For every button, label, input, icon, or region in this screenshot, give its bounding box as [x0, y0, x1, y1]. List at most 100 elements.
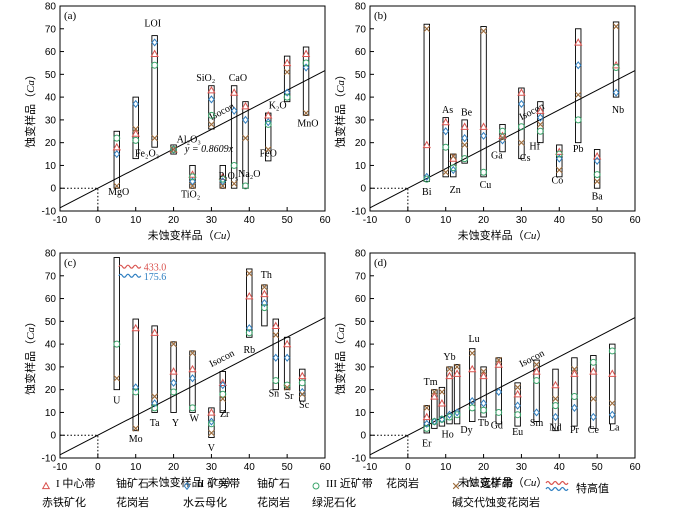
y-axis-var: Ca: [335, 80, 347, 93]
zone-iv-marker: [113, 375, 120, 382]
x-tick-label: 0: [405, 215, 411, 226]
zone-iii-marker: [574, 116, 582, 124]
zone-iv-marker: [272, 331, 279, 339]
zone-iv-marker: [612, 23, 620, 30]
zone-ii-marker: [272, 353, 280, 362]
y-tick-label: 0: [50, 184, 56, 195]
zone-iv-marker: [132, 425, 139, 432]
element-MgO: MgO: [108, 130, 129, 198]
element-V: V: [207, 407, 216, 454]
zone-iv-marker: [469, 350, 476, 357]
zone-ii-marker: [219, 177, 227, 186]
zone-ii-marker: [219, 381, 227, 390]
x-tick-label: 40: [244, 462, 256, 473]
zone-i-marker: [532, 367, 541, 375]
element-label: Mo: [129, 434, 143, 445]
panel-3: -10 0 10 20 30 40 50 60 -10 0 10 20 30 40 50 60 70 80 未蚀变样…: [333, 249, 641, 490]
element-LOI: LOI: [144, 19, 161, 148]
zone-i-marker: [188, 364, 197, 373]
range-box: [453, 364, 461, 425]
zone-iv-marker: [609, 400, 616, 407]
zone-i-marker: [282, 58, 292, 67]
zone-iv-marker: [265, 146, 272, 153]
legend-label-line1: I 中心带: [56, 477, 95, 490]
element-Ga: Ga: [491, 123, 507, 162]
range-box: [132, 318, 139, 432]
zone-iv-marker: [219, 395, 226, 402]
zone-ii-marker: [261, 299, 268, 308]
element-label: Nb: [612, 105, 624, 116]
y-tick-label: 80: [45, 2, 57, 13]
origin-reference-lines: [370, 434, 409, 458]
isocon-line: [59, 70, 326, 209]
element-label: V: [208, 443, 216, 454]
zone-i-marker: [207, 408, 216, 416]
y-tick-label: 0: [50, 431, 56, 442]
zone-iv-marker: [438, 388, 446, 396]
zone-ii-marker: [151, 38, 158, 47]
zone-iii-marker: [207, 420, 215, 428]
element-label: Cs: [520, 153, 531, 164]
zone-ii-marker: [514, 401, 521, 410]
x-tick-label: 40: [244, 215, 256, 226]
element-SiO₂: SiO₂: [196, 73, 216, 130]
zone-iii-marker: [430, 418, 438, 426]
legend-label-line2: 赤铁矿化: [42, 495, 86, 509]
x-tick-label: 50: [282, 215, 294, 226]
zone-iv-marker: [514, 384, 521, 391]
zone-i-marker: [150, 49, 159, 57]
zone-iii-marker: [514, 411, 522, 419]
x-tick-label: 60: [629, 462, 641, 473]
element-Bi: Bi: [422, 23, 432, 198]
element-U: U: [113, 257, 121, 406]
element-CaO: CaO: [229, 73, 247, 189]
x-tick-label: 20: [478, 215, 490, 226]
zone-iii-marker: [495, 408, 503, 416]
y-axis-title: 蚀变样品（Ca）: [23, 69, 37, 148]
range-box: [518, 87, 525, 160]
element-label: W: [190, 414, 200, 425]
element-label: La: [609, 423, 620, 434]
element-Lu: Lu: [468, 334, 480, 423]
panel-1: -10 0 10 20 30 40 50 60 -10 0 10 20 30 40 50 60 70 80 未蚀变样…: [333, 2, 641, 243]
zone-iv-marker: [283, 68, 291, 76]
zone-iii-marker: [151, 404, 159, 412]
zone-i-marker: [245, 291, 254, 300]
zone-ii-marker: [556, 154, 563, 163]
element-Be: Be: [460, 107, 473, 164]
zone-iii-marker: [151, 61, 159, 69]
zone-ii-marker: [453, 408, 461, 417]
y-tick-label: 30: [355, 115, 367, 126]
y-tick-label: 80: [45, 249, 57, 260]
zone-ii-marker: [446, 410, 453, 419]
zone-i-marker: [422, 412, 431, 421]
zone-iii-marker: [272, 377, 280, 385]
element-label: Th: [261, 270, 272, 281]
zone-i-marker: [271, 321, 280, 330]
element-label: Yb: [443, 352, 455, 363]
zone-ii-marker: [113, 149, 121, 159]
y-tick-label: -10: [42, 454, 57, 465]
zone-ii-marker: [552, 412, 559, 422]
element-Tb: Tb: [478, 366, 489, 429]
zone-i-marker: [551, 380, 560, 389]
x-axis-title: 未蚀变样品（Cu）: [148, 475, 238, 489]
zone-iii-marker: [283, 93, 291, 101]
zone-i-marker: [301, 49, 311, 57]
element-label: Ce: [588, 425, 600, 436]
panel-label: (b): [374, 10, 387, 22]
zone-iii-marker: [264, 120, 272, 128]
zone-i-marker: [589, 367, 598, 375]
zone-i-marker: [437, 399, 447, 407]
y-axis-var: Ca: [25, 327, 37, 340]
zone-iii-marker: [468, 404, 476, 412]
zone-ii-marker: [170, 378, 177, 387]
y-tick-label: -10: [42, 207, 57, 218]
range-box: [132, 96, 139, 160]
element-label: Y: [172, 418, 179, 429]
range-box: [593, 149, 601, 189]
range-box: [189, 350, 196, 413]
zone-iii-marker: [298, 379, 306, 387]
zone-iii-marker: [593, 171, 601, 179]
element-label: MnO: [297, 119, 318, 130]
